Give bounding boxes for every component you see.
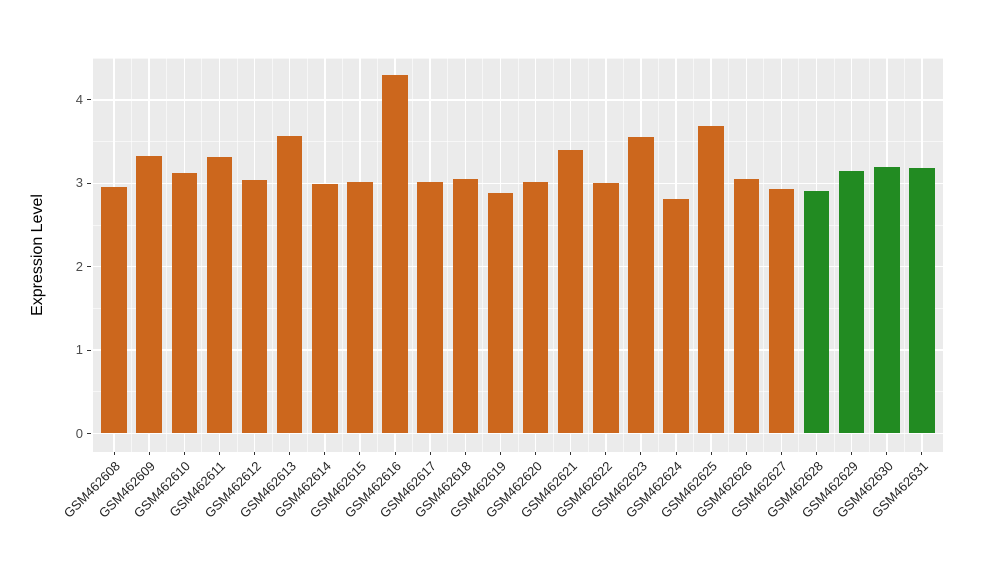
bar-GSM462626	[733, 179, 760, 434]
gridline-minor-vertical	[412, 58, 414, 452]
bar-GSM462628	[803, 190, 830, 434]
gridline-major-horizontal	[93, 99, 943, 101]
bar-GSM462610	[171, 173, 198, 434]
bar-GSM462616	[382, 74, 408, 434]
gridline-minor-vertical	[657, 58, 659, 452]
bar-GSM462612	[241, 179, 268, 434]
x-axis-tick	[218, 452, 220, 455]
gridline-minor-vertical	[131, 58, 133, 452]
bar-GSM462611	[206, 156, 233, 434]
x-axis-tick	[745, 452, 747, 455]
gridline-major-horizontal	[93, 265, 943, 268]
x-axis-tick	[464, 452, 466, 455]
gridline-minor-vertical	[271, 58, 273, 452]
x-axis-tick	[429, 452, 431, 455]
y-tick-label-0: 0	[75, 425, 83, 441]
gridline-minor-vertical	[763, 58, 765, 452]
gridline-minor-vertical	[236, 58, 238, 452]
x-axis-tick	[499, 452, 501, 455]
gridline-minor-vertical	[833, 58, 835, 452]
bar-GSM462624	[663, 199, 689, 434]
x-axis-tick	[254, 452, 256, 455]
bar-GSM462619	[487, 193, 514, 434]
gridline-major-horizontal	[93, 182, 943, 185]
bar-GSM462609	[136, 155, 162, 434]
x-axis-tick	[394, 452, 396, 455]
gridline-minor-vertical	[868, 58, 870, 452]
bar-GSM462627	[768, 189, 795, 434]
x-axis-tick	[113, 452, 115, 455]
y-tick-label-3: 3	[75, 175, 83, 191]
x-axis-tick	[886, 452, 888, 455]
gridline-major-horizontal	[93, 432, 943, 435]
gridline-minor-vertical	[201, 58, 203, 452]
gridline-minor-vertical	[166, 58, 168, 452]
bar-GSM462625	[698, 125, 724, 434]
gridline-minor-vertical	[903, 58, 905, 452]
y-axis-tick	[87, 266, 91, 268]
bar-GSM462608	[101, 186, 127, 434]
x-axis-tick	[289, 452, 291, 455]
gridline-minor-vertical	[798, 58, 800, 452]
x-axis-tick	[675, 452, 677, 455]
bar-GSM462621	[557, 149, 584, 434]
x-axis-tick	[780, 452, 782, 455]
gridline-major-horizontal	[93, 349, 943, 351]
gridline-minor-vertical	[447, 58, 449, 452]
gridline-minor-vertical	[482, 58, 484, 452]
x-axis-tick	[570, 452, 572, 455]
bar-GSM462614	[312, 184, 338, 434]
x-axis-tick	[640, 452, 642, 455]
bar-GSM462629	[838, 170, 865, 434]
x-axis-tick	[535, 452, 537, 455]
bar-GSM462622	[593, 183, 619, 434]
y-axis-tick	[87, 99, 91, 101]
gridline-minor-vertical	[517, 58, 519, 452]
bar-GSM462615	[347, 182, 373, 434]
gridline-minor-vertical	[341, 58, 343, 452]
gridline-minor-vertical	[587, 58, 589, 452]
gridline-minor-vertical	[306, 58, 308, 452]
x-axis-tick	[816, 452, 818, 455]
x-axis-tick	[324, 452, 326, 455]
plot-panel	[93, 57, 943, 452]
bar-GSM462630	[874, 166, 900, 434]
x-axis-tick	[605, 452, 607, 455]
bar-GSM462620	[522, 182, 549, 434]
x-axis-tick	[359, 452, 361, 455]
gridline-minor-vertical	[622, 58, 624, 452]
x-axis-tick	[851, 452, 853, 455]
y-axis-tick	[87, 182, 91, 184]
bar-GSM462623	[628, 136, 654, 434]
x-axis-tick	[148, 452, 150, 455]
x-axis-tick	[921, 452, 923, 455]
x-axis-tick	[710, 452, 712, 455]
gridline-minor-vertical	[728, 58, 730, 452]
y-axis-title: Expression Level	[29, 194, 46, 316]
gridline-minor-vertical	[377, 58, 378, 452]
y-axis-tick	[87, 349, 91, 351]
bar-GSM462617	[417, 182, 443, 434]
bar-GSM462613	[276, 135, 303, 434]
y-tick-label-1: 1	[75, 342, 83, 358]
x-axis-tick	[183, 452, 185, 455]
y-tick-label-2: 2	[75, 258, 83, 274]
gridline-minor-vertical	[552, 58, 554, 452]
bar-GSM462631	[909, 168, 935, 434]
y-axis-tick	[87, 433, 91, 434]
bar-GSM462618	[452, 179, 479, 434]
gridline-minor-vertical	[693, 58, 695, 452]
y-tick-label-4: 4	[75, 91, 83, 107]
